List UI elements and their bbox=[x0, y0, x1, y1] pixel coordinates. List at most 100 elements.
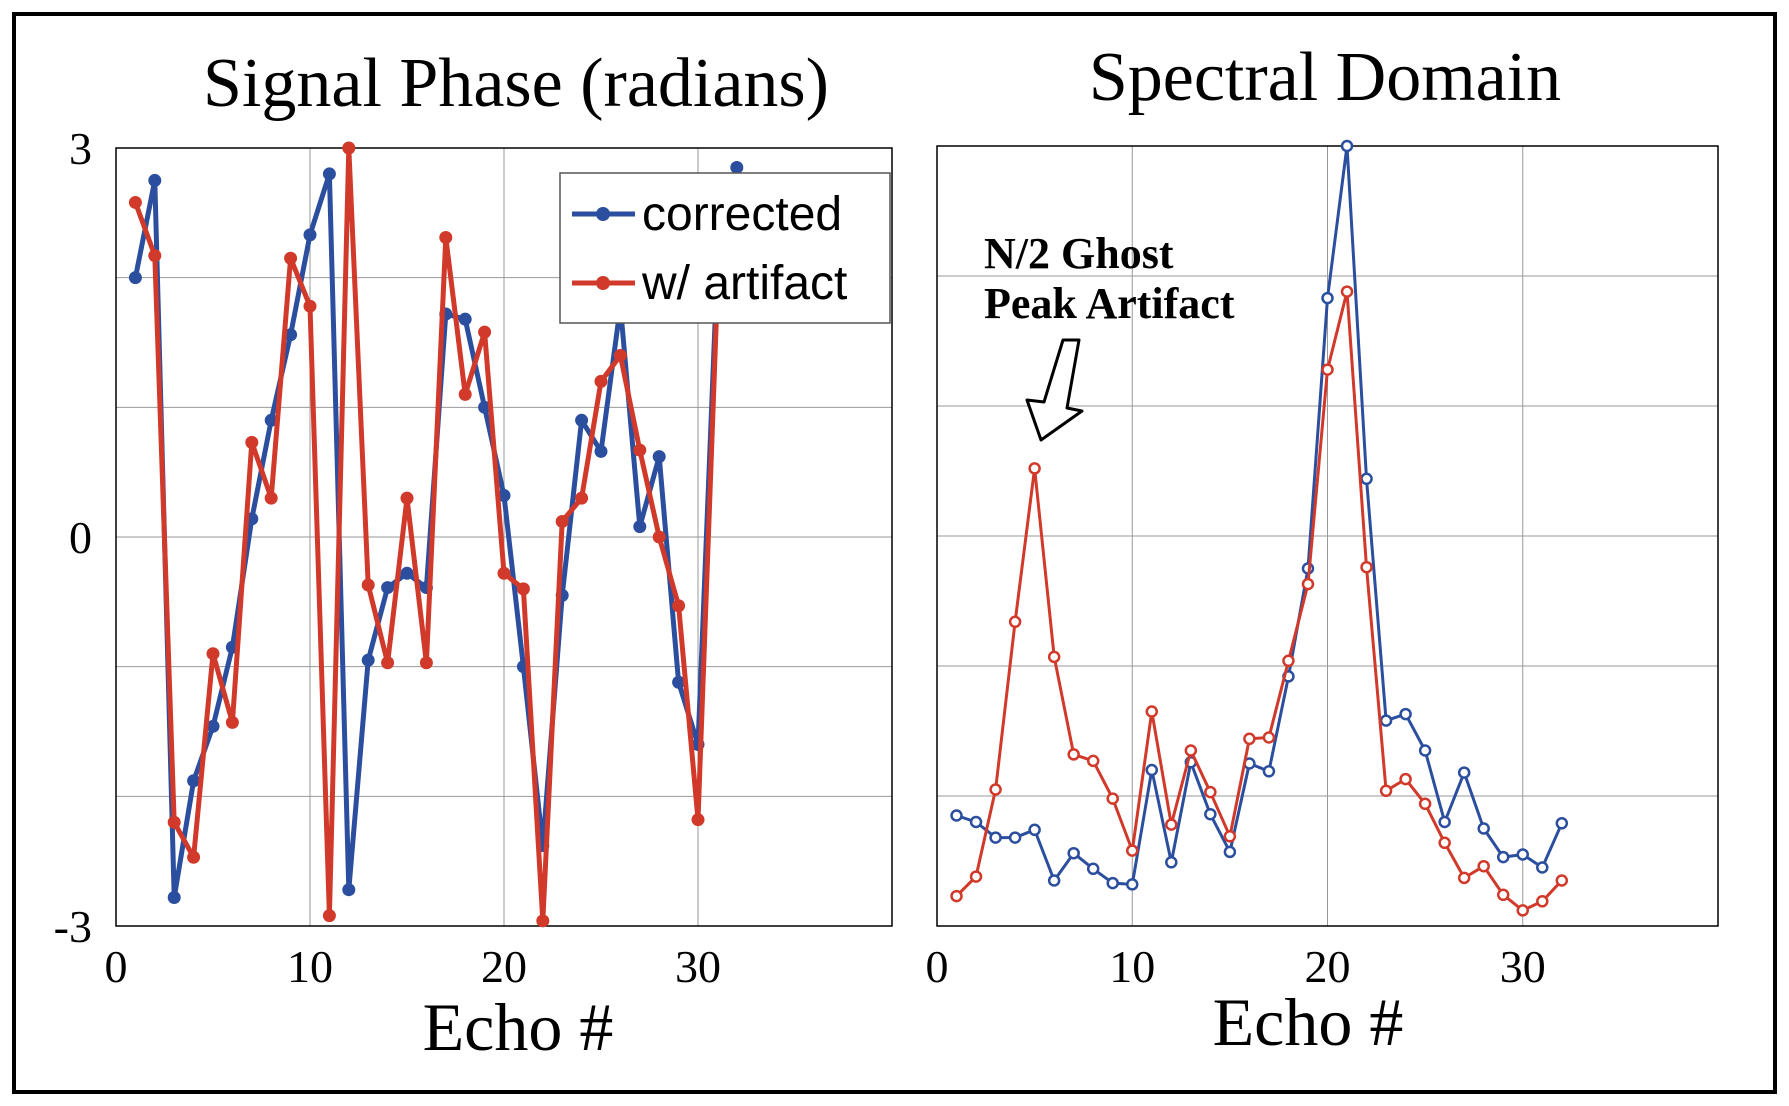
data-point bbox=[1438, 815, 1451, 829]
spectral-domain-x-axis-label: Echo # bbox=[1213, 984, 1404, 1060]
data-point bbox=[1418, 744, 1432, 757]
data-point bbox=[1418, 797, 1432, 811]
x-tick-label: 30 bbox=[675, 941, 721, 992]
data-point bbox=[1067, 846, 1080, 860]
x-tick-label: 20 bbox=[481, 941, 527, 992]
data-point bbox=[322, 909, 336, 923]
data-point bbox=[478, 400, 492, 414]
data-point bbox=[1165, 856, 1178, 869]
data-point bbox=[950, 889, 963, 903]
data-point bbox=[225, 715, 239, 729]
data-point bbox=[342, 141, 356, 155]
data-point bbox=[989, 831, 1002, 844]
data-point bbox=[575, 491, 589, 505]
signal-phase-panel: Signal Phase (radians) 0 10 20 30 -3 0 3 Echo … bbox=[54, 45, 893, 1065]
data-point bbox=[303, 228, 317, 242]
annotation-line-1: N/2 Ghost bbox=[984, 229, 1174, 278]
legend-marker-artifact bbox=[596, 276, 610, 290]
data-point bbox=[1321, 291, 1334, 305]
data-point bbox=[1340, 139, 1354, 153]
signal-phase-tick-labels: 0 10 20 30 -3 0 3 bbox=[54, 123, 721, 992]
data-point bbox=[594, 374, 608, 388]
x-tick-label: 20 bbox=[1305, 941, 1351, 992]
data-point bbox=[322, 167, 336, 181]
data-point bbox=[1340, 285, 1354, 298]
spectral-domain-plot-frame bbox=[936, 145, 1719, 927]
data-point bbox=[536, 914, 550, 928]
data-point bbox=[1438, 836, 1451, 850]
series-corrected bbox=[950, 139, 1569, 891]
data-point bbox=[128, 195, 142, 209]
x-tick-label: 0 bbox=[926, 941, 949, 992]
data-point bbox=[1145, 705, 1159, 718]
data-point bbox=[1379, 714, 1393, 727]
data-point bbox=[1399, 707, 1412, 721]
data-point bbox=[1399, 772, 1412, 786]
legend-label-corrected: corrected bbox=[642, 188, 842, 241]
data-point bbox=[1262, 765, 1276, 778]
y-tick-label: -3 bbox=[54, 901, 92, 952]
data-point bbox=[672, 675, 686, 689]
data-point bbox=[1047, 874, 1061, 887]
data-point bbox=[1536, 861, 1549, 874]
data-point bbox=[148, 249, 162, 263]
data-point bbox=[1223, 830, 1237, 843]
data-point bbox=[284, 328, 298, 342]
data-point bbox=[1086, 862, 1100, 876]
data-point bbox=[1126, 878, 1139, 891]
data-point bbox=[1008, 615, 1022, 629]
data-point bbox=[1536, 895, 1549, 908]
data-point bbox=[458, 312, 472, 326]
data-point bbox=[400, 566, 414, 580]
data-point bbox=[1321, 363, 1334, 376]
data-point bbox=[516, 582, 530, 596]
data-point bbox=[1360, 560, 1373, 574]
data-point bbox=[1282, 654, 1295, 668]
data-point bbox=[167, 815, 181, 829]
data-point bbox=[594, 444, 608, 458]
data-point bbox=[575, 413, 589, 427]
data-point bbox=[1301, 577, 1315, 591]
x-tick-label: 0 bbox=[105, 941, 128, 992]
data-point bbox=[1067, 748, 1080, 761]
signal-phase-legend: corrected w/ artifact bbox=[559, 172, 891, 324]
data-point bbox=[730, 160, 744, 174]
data-point bbox=[478, 325, 492, 339]
data-point bbox=[1516, 904, 1529, 917]
data-point bbox=[284, 251, 298, 265]
data-point bbox=[1555, 874, 1569, 887]
data-point bbox=[187, 850, 201, 864]
signal-phase-plot-frame bbox=[115, 147, 893, 927]
data-point bbox=[950, 809, 963, 822]
data-point bbox=[1243, 732, 1256, 746]
spectral-domain-tick-labels: 0 10 20 30 bbox=[926, 941, 1546, 992]
data-point bbox=[1008, 831, 1022, 844]
series-line bbox=[133, 145, 740, 924]
data-point bbox=[439, 230, 453, 244]
data-point bbox=[1126, 844, 1139, 857]
data-point bbox=[652, 450, 666, 464]
series-w-artifact bbox=[950, 285, 1569, 917]
data-point bbox=[1165, 818, 1178, 831]
spectral-domain-panel: Spectral Domain 0 10 20 30 Echo # N/2 Ghost… bbox=[926, 39, 1719, 1060]
x-tick-label: 10 bbox=[287, 941, 333, 992]
legend-box bbox=[559, 172, 891, 324]
data-point bbox=[1496, 888, 1510, 902]
data-point bbox=[1184, 744, 1198, 757]
y-tick-label: 3 bbox=[69, 123, 92, 174]
data-point bbox=[206, 647, 220, 661]
data-point bbox=[672, 599, 686, 613]
data-point bbox=[555, 514, 569, 528]
data-point bbox=[1360, 472, 1373, 486]
data-point bbox=[1379, 784, 1393, 798]
data-point bbox=[206, 719, 220, 733]
data-point bbox=[1145, 763, 1159, 777]
y-tick-label: 0 bbox=[69, 512, 92, 563]
signal-phase-title: Signal Phase (radians) bbox=[203, 45, 829, 122]
annotation-arrow bbox=[1025, 338, 1084, 442]
data-point bbox=[969, 870, 983, 883]
data-point bbox=[969, 815, 983, 829]
data-point bbox=[1477, 822, 1490, 835]
data-point bbox=[458, 387, 472, 401]
